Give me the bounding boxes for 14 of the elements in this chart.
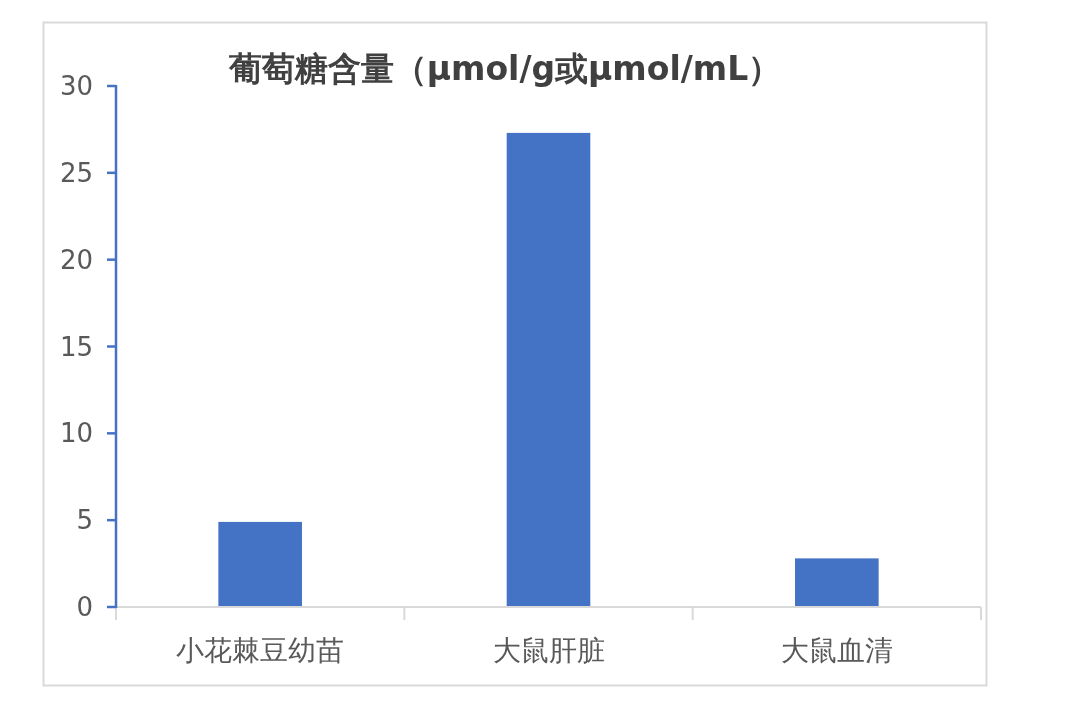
bar — [218, 521, 302, 607]
y-tick-label: 10 — [59, 418, 93, 449]
x-tick-label: 大鼠血清 — [780, 634, 893, 667]
x-tick-label: 小花棘豆幼苗 — [176, 634, 345, 667]
y-tick-label: 20 — [59, 244, 93, 275]
x-tick-label: 大鼠肝脏 — [492, 634, 605, 667]
y-tick-label: 25 — [59, 157, 93, 188]
y-tick-label: 15 — [59, 331, 93, 362]
y-tick-label: 30 — [59, 71, 93, 102]
chart-title: 葡萄糖含量（μmol/g或μmol/mL） — [227, 49, 782, 88]
y-tick-label: 5 — [76, 505, 93, 536]
bar — [795, 558, 879, 607]
bar — [506, 132, 591, 607]
y-tick-label: 0 — [76, 592, 93, 623]
